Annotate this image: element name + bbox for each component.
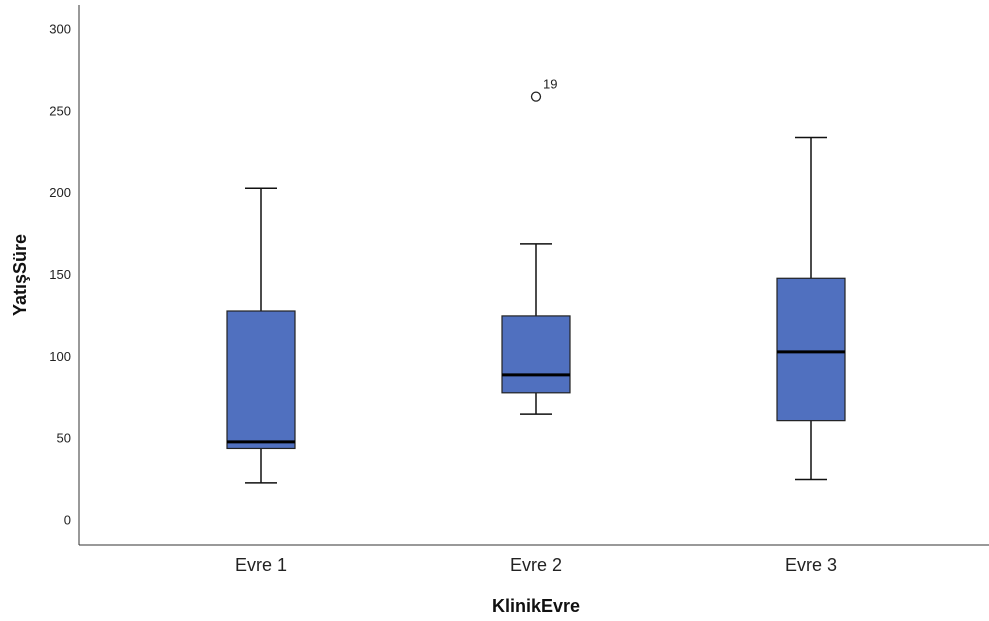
y-tick-label: 250 (49, 103, 71, 118)
y-tick-label: 0 (64, 512, 71, 527)
iqr-box (501, 315, 571, 394)
outlier-label: 19 (543, 77, 557, 92)
x-tick-labels: Evre 1 Evre 2 Evre 3 (235, 555, 837, 575)
box-3 (776, 136, 846, 481)
y-axis-title: YatışSüre (10, 234, 30, 316)
y-tick-label: 50 (57, 431, 71, 446)
x-tick-label: Evre 3 (785, 555, 837, 575)
iqr-box (226, 310, 296, 450)
y-tick-label: 200 (49, 185, 71, 200)
y-tick-labels: 0 50 100 150 200 250 300 (49, 22, 71, 528)
outlier-point (530, 91, 542, 102)
x-axis-title: KlinikEvre (492, 596, 580, 616)
boxes: 19 (226, 77, 846, 484)
axes (78, 5, 989, 546)
y-tick-label: 150 (49, 267, 71, 282)
y-tick-label: 100 (49, 349, 71, 364)
y-tick-label: 300 (49, 22, 71, 37)
iqr-box (776, 277, 846, 422)
x-tick-label: Evre 2 (510, 555, 562, 575)
box-1 (226, 187, 296, 484)
x-tick-label: Evre 1 (235, 555, 287, 575)
box-2: 19 (501, 77, 571, 415)
